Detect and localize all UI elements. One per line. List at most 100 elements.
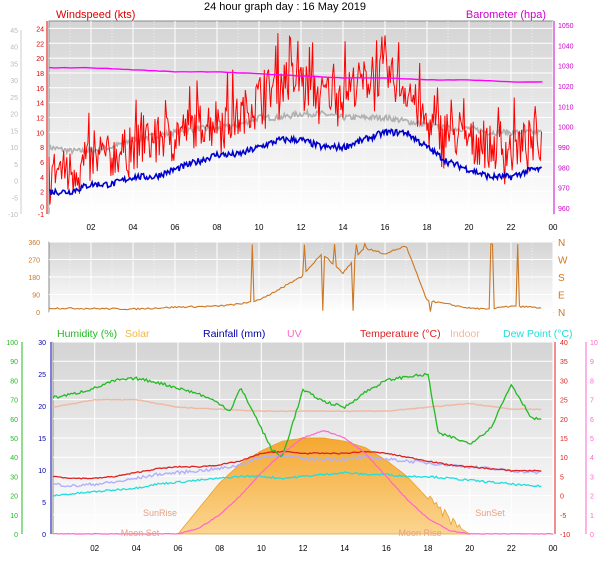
- humidity-tick-label: 100: [6, 340, 18, 347]
- wind-x-tick-label: 16: [381, 223, 390, 232]
- baro-y-tick-label: 1000: [558, 125, 574, 132]
- indoor-line: [52, 398, 542, 413]
- wind-outer-tick-label: 15: [10, 128, 18, 135]
- humidity-tick-label: 70: [10, 398, 18, 405]
- temp-x-tick-label: 12: [299, 544, 308, 553]
- uv-tick-label: 4: [590, 455, 594, 462]
- temp-right-tick-label: 10: [560, 455, 568, 462]
- wind-grey-line: [48, 107, 543, 156]
- temp-right-tick-label: 15: [560, 436, 568, 443]
- wind-outer-tick-label: 5: [14, 162, 18, 169]
- temp-x-tick-label: 08: [215, 544, 224, 553]
- baro-y-tick-label: 1030: [558, 64, 574, 71]
- humidity-tick-label: 30: [10, 474, 18, 481]
- wind-legend-left: Windspeed (kts): [56, 9, 135, 21]
- direction-compass-label: N: [558, 308, 565, 319]
- wind-outer-tick-label: 35: [10, 61, 18, 68]
- baro-y-tick-label: 960: [558, 206, 570, 213]
- temp-left-tick-label: 20: [38, 404, 46, 411]
- temp-legend-item: Temperature (°C): [360, 328, 441, 340]
- direction-series: [48, 241, 542, 312]
- wind-axis-ticks: 02 04 06 08 10 12 14 16 18 20 22 00-102468101214161…: [8, 23, 574, 232]
- wind-y-tick-label: 16: [36, 86, 44, 93]
- temp-legend-item: Dew Point (°C): [503, 328, 573, 340]
- temp-x-tick-label: 02: [90, 544, 99, 553]
- humidity-tick-label: 40: [10, 455, 18, 462]
- humidity-tick-label: 80: [10, 378, 18, 385]
- direction-line: [48, 241, 542, 312]
- wind-x-tick-label: 20: [465, 223, 474, 232]
- wind-outer-tick-label: 45: [10, 28, 18, 35]
- wind-gust-line: [48, 33, 542, 205]
- wind-x-tick-label: 12: [297, 223, 306, 232]
- temp-left-tick-label: 0: [42, 532, 46, 539]
- wind-x-tick-label: 06: [171, 223, 180, 232]
- uv-line: [53, 430, 554, 535]
- uv-tick-label: 7: [590, 398, 594, 405]
- moonrise-label: Moon Rise: [398, 528, 441, 538]
- direction-grid: [49, 241, 554, 313]
- wind-y-tick-label: 4: [40, 175, 44, 182]
- direction-compass-label: W: [558, 256, 568, 267]
- astro-annotations: SunRise SunSet Moon Set Moon Rise: [121, 508, 506, 538]
- wind-y-tick-label: 20: [36, 56, 44, 63]
- temp-left-tick-label: 25: [38, 372, 46, 379]
- temp-legend-item: Humidity (%): [57, 328, 117, 340]
- temp-left-tick-label: 15: [38, 436, 46, 443]
- temp-x-tick-label: 18: [424, 544, 433, 553]
- humidity-tick-label: 50: [10, 436, 18, 443]
- baro-y-tick-label: 1020: [558, 84, 574, 91]
- wind-y-tick-label: 8: [40, 145, 44, 152]
- wind-x-tick-label: 02: [87, 223, 96, 232]
- direction-y-tick-label: 0: [36, 310, 40, 317]
- wind-series: [48, 33, 543, 205]
- baro-line: [48, 66, 543, 83]
- wind-grid: [49, 21, 554, 215]
- wind-x-tick-label: 10: [255, 223, 264, 232]
- wind-y-tick-label: 10: [36, 130, 44, 137]
- baro-y-tick-label: 1050: [558, 23, 574, 30]
- temp-left-tick-label: 30: [38, 340, 46, 347]
- direction-axis-ticks: 0 N 90 E 180 S 270 W 360 N: [28, 238, 568, 319]
- moonset-label: Moon Set: [121, 528, 160, 538]
- wind-avg-line: [48, 128, 543, 197]
- wind-y-tick-label: 14: [36, 101, 44, 108]
- humidity-tick-label: 20: [10, 494, 18, 501]
- temp-right-tick-label: 5: [560, 474, 564, 481]
- temp-x-tick-label: 20: [465, 544, 474, 553]
- direction-y-tick-label: 270: [28, 258, 40, 265]
- temp-left-tick-label: 10: [38, 468, 46, 475]
- temp-right-tick-label: 30: [560, 378, 568, 385]
- temp-right-tick-label: 20: [560, 417, 568, 424]
- wind-outer-tick-label: 0: [14, 179, 18, 186]
- wind-x-tick-label: 18: [423, 223, 432, 232]
- uv-tick-label: 1: [590, 513, 594, 520]
- uv-tick-label: 0: [590, 532, 594, 539]
- temp-x-tick-label: 04: [132, 544, 141, 553]
- temp-x-tick-label: 14: [340, 544, 349, 553]
- wind-outer-tick-label: 40: [10, 45, 18, 52]
- humidity-line: [52, 372, 542, 458]
- wind-x-tick-label: 04: [129, 223, 138, 232]
- uv-tick-label: 8: [590, 378, 594, 385]
- temp-x-tick-label: 22: [507, 544, 516, 553]
- uv-tick-label: 9: [590, 359, 594, 366]
- temp-x-tick-label: 00: [549, 544, 558, 553]
- temperature-line: [52, 450, 542, 480]
- wind-x-tick-label: 22: [507, 223, 516, 232]
- humidity-tick-label: 60: [10, 417, 18, 424]
- wind-x-tick-label: 14: [339, 223, 348, 232]
- dewpoint-line: [52, 471, 542, 497]
- uv-tick-label: 10: [590, 340, 598, 347]
- sunset-label: SunSet: [475, 508, 505, 518]
- temperature-legend: Humidity (%) Solar Rainfall (mm) UV Temperat…: [57, 328, 573, 340]
- temperature-panel: Humidity (%) Solar Rainfall (mm) UV Temperat…: [6, 328, 598, 553]
- wind-panel: Windspeed (kts) Barometer (hpa) 02 04 06 08…: [8, 9, 574, 232]
- temp-x-tick-label: 06: [174, 544, 183, 553]
- wind-outer-tick-label: 10: [10, 145, 18, 152]
- direction-y-tick-label: 360: [28, 240, 40, 247]
- humidity-tick-label: 0: [14, 532, 18, 539]
- direction-panel: 0 N 90 E 180 S 270 W 360 N: [28, 238, 568, 319]
- wind-y-tick-label: 12: [36, 116, 44, 123]
- temp-x-tick-label: 16: [382, 544, 391, 553]
